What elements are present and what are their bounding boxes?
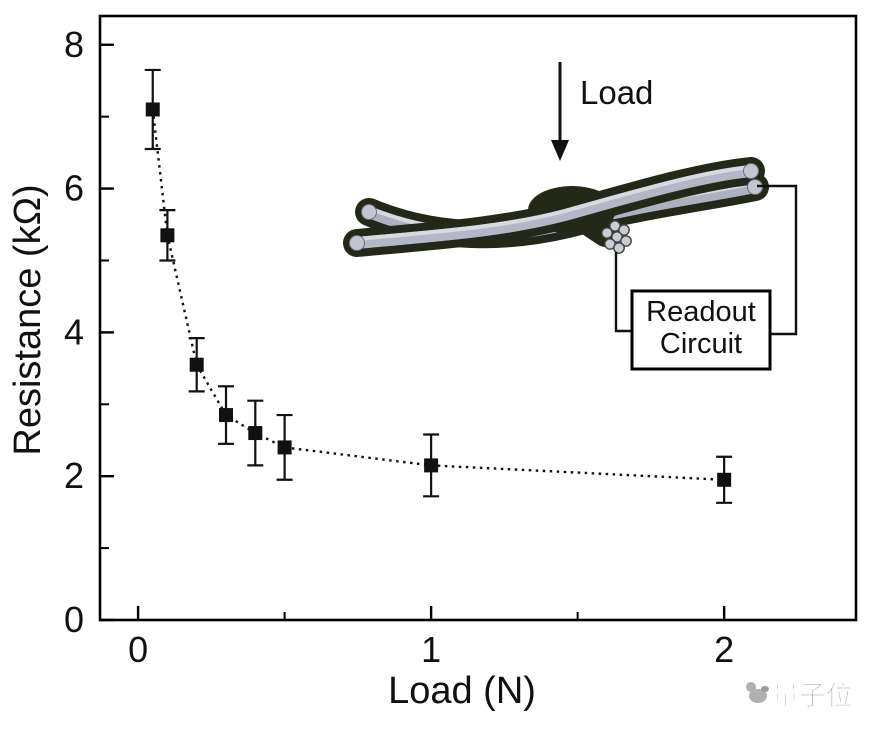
fiber-upper-core <box>351 165 757 249</box>
readout-wire-left <box>614 252 631 333</box>
data-point-marker <box>248 426 263 441</box>
watermark-text: 量子位 <box>772 680 853 711</box>
data-point-marker <box>424 458 439 473</box>
y-axis-title: Resistance (kΩ) <box>7 184 49 455</box>
x-tick-label: 0 <box>128 629 148 670</box>
load-arrow-head <box>551 140 569 161</box>
data-point-marker <box>189 357 204 372</box>
mascot-icon <box>746 682 769 703</box>
readout-label-line1: Readout <box>646 296 756 328</box>
y-tick-label: 8 <box>64 24 84 65</box>
data-point-marker <box>145 102 160 117</box>
fiber-upper-highlight <box>355 165 753 241</box>
data-point-marker <box>717 472 732 487</box>
x-tick-label: 2 <box>714 629 734 670</box>
data-point-marker <box>219 408 233 423</box>
readout-label-line2: Circuit <box>660 328 742 360</box>
y-tick-label: 6 <box>64 168 84 209</box>
load-label: Load <box>580 74 653 111</box>
y-tick-label: 4 <box>64 311 84 352</box>
y-tick-label: 0 <box>64 599 84 640</box>
watermark: 量子位 <box>746 680 853 711</box>
inset-illustration: Load <box>343 62 798 371</box>
fiber-end-caps <box>349 163 763 251</box>
data-point-marker <box>277 440 292 455</box>
trend-line <box>151 109 725 481</box>
y-tick-label: 2 <box>64 455 84 496</box>
fiber-bundle-icon <box>601 220 632 254</box>
data-point-marker <box>160 228 175 243</box>
x-tick-label: 1 <box>421 629 441 670</box>
plot-frame <box>98 14 858 622</box>
x-axis-title: Load (N) <box>388 670 536 712</box>
readout-box <box>630 289 772 371</box>
readout-wire-right <box>757 184 798 336</box>
axes-layer: 0 1 2 0 2 4 6 8 <box>64 14 858 670</box>
